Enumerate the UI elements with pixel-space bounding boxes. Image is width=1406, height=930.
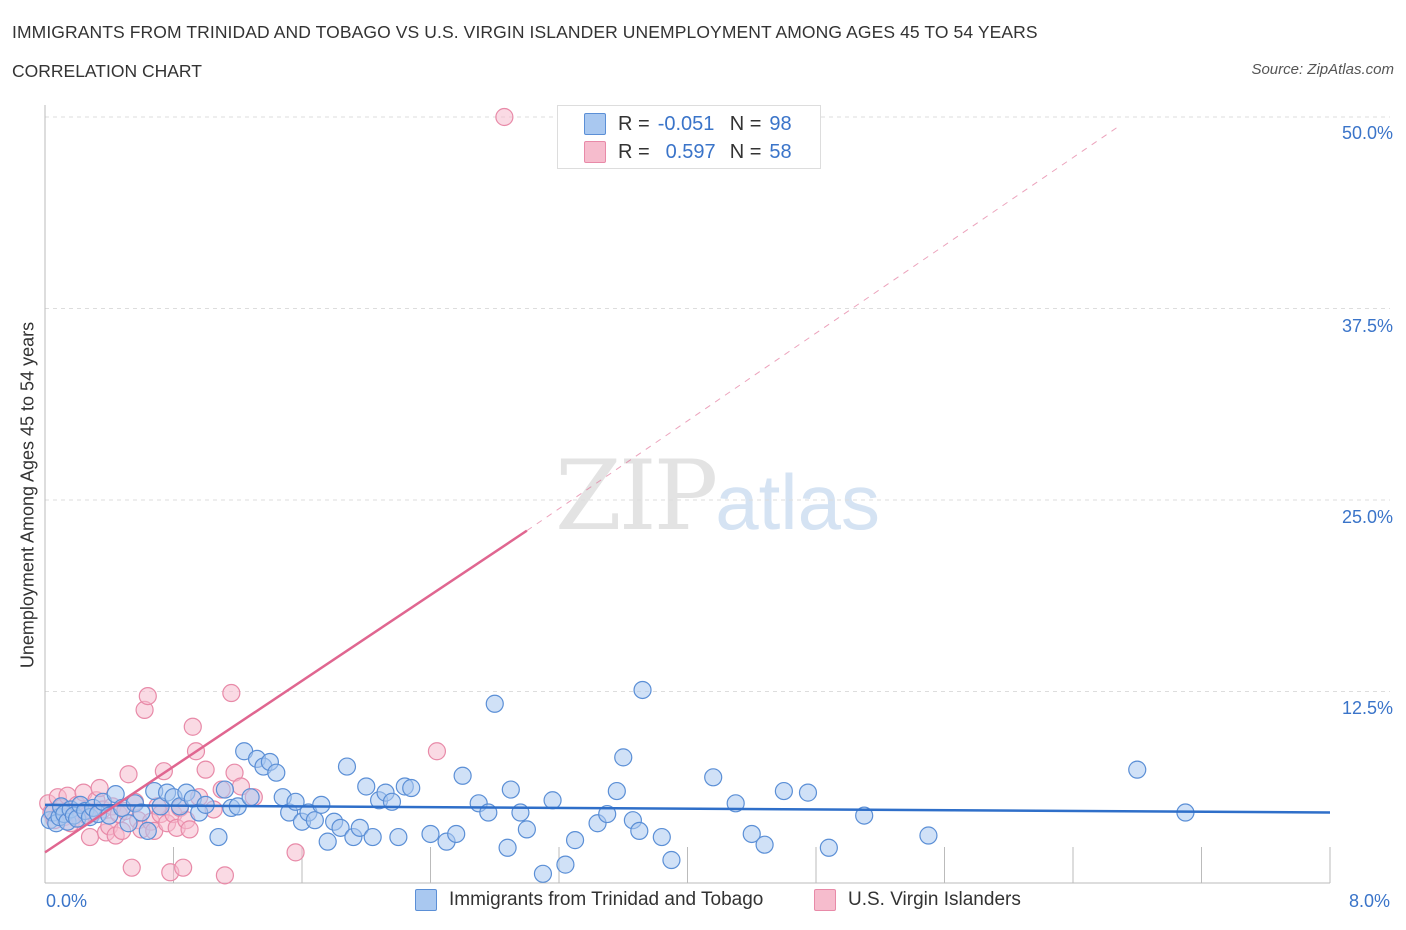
data-point [363,827,382,847]
watermark-zip: ZIP [555,440,718,552]
data-point [662,850,681,870]
data-point [196,760,215,779]
data-point [855,806,874,825]
data-point [241,788,260,807]
y-tick-label: 12.5% [1341,698,1393,718]
data-point [630,821,649,841]
data-point [305,811,324,830]
data-point [704,768,723,787]
data-point [215,866,234,885]
trend-lines [44,124,1331,854]
data-point [543,791,562,810]
data-point [533,864,553,883]
x-tick-min: 0.0% [46,891,88,911]
series-legend: Immigrants from Trinidad and Tobago U.S.… [0,889,1406,917]
legend-row-pink: R = 0.597 N = 58 [584,139,792,165]
trend-line-trinidad [44,803,1331,814]
series-trinidad-tobago [40,680,1195,883]
watermark-atlas: atlas [715,458,880,546]
data-point [798,783,818,802]
data-point [755,835,774,854]
legend-swatch-blue [584,113,606,135]
data-point [633,680,652,700]
data-point [774,781,793,801]
legend-label-trinidad: Immigrants from Trinidad and Tobago [449,889,764,910]
data-point [501,780,520,799]
data-point [1128,760,1147,779]
data-point [447,824,466,844]
data-point [183,717,202,736]
legend-item-virgin-islanders[interactable]: U.S. Virgin Islanders [814,889,1021,911]
data-point [652,827,671,847]
data-point [119,814,138,833]
legend-n-label: N = [729,112,762,135]
y-axis-label: Unemployment Among Ages 45 to 54 years [17,321,38,669]
data-point [495,107,514,127]
data-point [331,818,350,837]
data-point [337,757,357,776]
data-point [180,820,199,839]
legend-r-value: -0.051 [657,112,715,135]
legend-row-blue: R = -0.051 N = 98 [584,111,792,137]
data-point [132,803,151,822]
x-tick-max: 8.0% [1349,891,1391,911]
data-point [485,694,504,713]
data-point [421,824,440,844]
legend-n-value: 98 [769,112,792,135]
legend-n-value: 58 [769,140,792,163]
y-tick-label: 25.0% [1341,507,1393,527]
data-point [215,780,234,799]
legend-r-value: 0.597 [665,140,716,163]
legend-r-label: R = [618,140,650,163]
data-point [222,683,241,703]
data-point [614,748,633,767]
data-point [286,843,305,862]
data-point [312,795,331,814]
data-point [919,826,938,845]
data-point [556,855,575,874]
data-point [138,686,157,706]
data-point [607,781,626,801]
data-point [209,827,228,847]
legend-item-trinidad[interactable]: Immigrants from Trinidad and Tobago [415,889,763,911]
legend-r-label: R = [618,112,650,135]
data-point [389,827,408,847]
data-point [357,777,376,796]
legend-swatch-pink [584,141,606,163]
data-point [498,838,517,857]
chart-title: IMMIGRANTS FROM TRINIDAD AND TOBAGO VS U… [12,22,1038,42]
trend-line-virgin-islanders [44,529,528,854]
correlation-legend: R = -0.051 N = 98 R = 0.597 N = 58 [557,105,821,169]
data-point [174,858,193,877]
data-point [119,765,138,784]
data-point [598,804,617,824]
gridlines [45,116,1390,692]
legend-swatch-blue [415,889,437,911]
legend-n-label: N = [729,140,762,163]
y-tick-label: 50.0% [1341,123,1393,143]
data-point [726,794,745,813]
y-tick-label: 37.5% [1341,316,1393,336]
data-point [742,824,761,844]
data-point [350,818,369,837]
data-point [453,766,472,785]
data-point [819,838,838,857]
data-point [267,763,286,782]
legend-swatch-pink [814,889,836,911]
data-point [427,742,447,761]
chart-subtitle: CORRELATION CHART [12,61,202,81]
data-point [122,858,141,877]
data-point [402,778,421,798]
data-point [138,821,157,841]
data-point [80,827,100,847]
watermark: ZIPatlas [555,440,880,552]
source-credit: Source: ZipAtlas.com [1251,61,1394,78]
legend-label-virgin-islanders: U.S. Virgin Islanders [848,889,1021,910]
data-point [517,820,536,839]
trend-extension-virgin-islanders [526,124,1122,532]
data-point [318,832,337,851]
data-point [565,831,585,850]
